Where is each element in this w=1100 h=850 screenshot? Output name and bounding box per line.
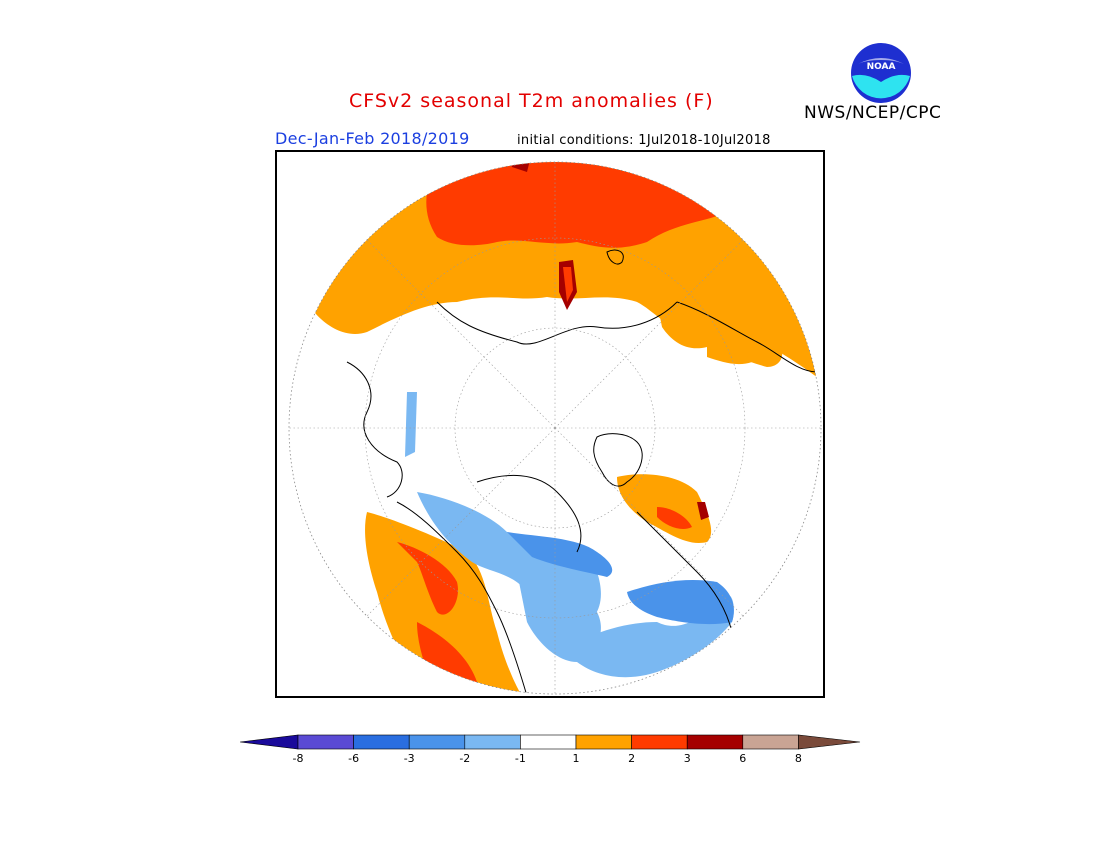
colorbar-swatch bbox=[297, 734, 354, 750]
colorbar-tick-label: 2 bbox=[628, 752, 636, 765]
colorbar-swatch bbox=[408, 734, 466, 750]
colorbar-tick-label: -3 bbox=[403, 752, 415, 765]
anomaly-region-greenland-darkred bbox=[697, 502, 709, 520]
colorbar-swatch bbox=[742, 734, 799, 750]
colorbar-tick-label: -2 bbox=[459, 752, 471, 765]
logo-text: NOAA bbox=[867, 62, 896, 72]
colorbar-tick-label: 3 bbox=[683, 752, 691, 765]
anomaly-region-greenland-red bbox=[657, 507, 692, 529]
colorbar-tick-label: -6 bbox=[348, 752, 360, 765]
anomaly-region-east-asia bbox=[657, 299, 783, 367]
map-boundary bbox=[288, 161, 822, 695]
colorbar-swatch bbox=[353, 734, 410, 750]
anomaly-region-taymyr-red bbox=[563, 267, 573, 302]
season-label: Dec-Jan-Feb 2018/2019 bbox=[275, 129, 470, 148]
anomaly-region-archipelago-blue bbox=[507, 532, 613, 577]
colorbar-swatch bbox=[464, 734, 521, 750]
polar-map-svg bbox=[288, 161, 822, 695]
colorbar-tick-label: 6 bbox=[739, 752, 747, 765]
polar-map bbox=[275, 150, 825, 698]
agency-label: NWS/NCEP/CPC bbox=[804, 103, 942, 123]
colorbar-tick-label: 8 bbox=[794, 752, 802, 765]
noaa-logo: NOAA bbox=[851, 43, 911, 103]
colorbar-swatch bbox=[520, 734, 577, 750]
colorbar bbox=[240, 734, 861, 750]
colorbar-swatch bbox=[686, 734, 744, 750]
anomaly-region-labrador-blue bbox=[627, 580, 734, 625]
graticule bbox=[289, 162, 821, 694]
coastlines bbox=[346, 249, 818, 694]
colorbar-tick-label: -8 bbox=[292, 752, 304, 765]
colorbar-swatch bbox=[575, 734, 632, 750]
colorbar-arrow-left bbox=[240, 734, 299, 750]
colorbar-tick-label: 1 bbox=[572, 752, 580, 765]
anomaly-region-siberia-darkred bbox=[507, 162, 532, 172]
chart-title: CFSv2 seasonal T2m anomalies (F) bbox=[349, 90, 714, 112]
colorbar-swatch bbox=[631, 734, 688, 750]
initial-conditions-label: initial conditions: 1Jul2018-10Jul2018 bbox=[517, 133, 771, 148]
colorbar-tick-label: -1 bbox=[514, 752, 526, 765]
anomaly-region-canada-blue-east bbox=[517, 572, 601, 662]
anomaly-region-alaska-red bbox=[397, 542, 482, 694]
anomaly-region-scandinavia-blue bbox=[405, 392, 417, 457]
colorbar-arrow-right bbox=[798, 734, 861, 750]
anomaly-region-hudson-blue bbox=[577, 594, 734, 678]
